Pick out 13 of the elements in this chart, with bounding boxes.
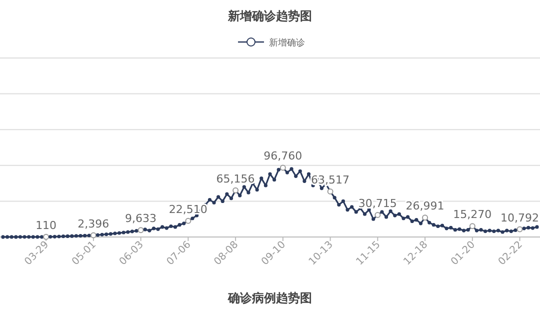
- data-label: 110: [36, 218, 57, 232]
- text: 确诊病例趋势图: [227, 291, 312, 305]
- data-label: 2,396: [78, 217, 110, 230]
- chart-title: 新增确诊趋势图: [227, 9, 312, 23]
- data-label: 96,760: [264, 150, 302, 163]
- data-label: 10,792: [500, 211, 540, 224]
- legend: 新增确诊: [238, 38, 305, 48]
- legend-label: 新增确诊: [269, 38, 305, 48]
- data-label: 65,156: [216, 172, 255, 186]
- data-label: 26,991: [406, 200, 444, 213]
- data-label: 30,715: [358, 197, 397, 210]
- data-label: 9,633: [125, 212, 157, 226]
- data-label: 15,270: [453, 208, 492, 222]
